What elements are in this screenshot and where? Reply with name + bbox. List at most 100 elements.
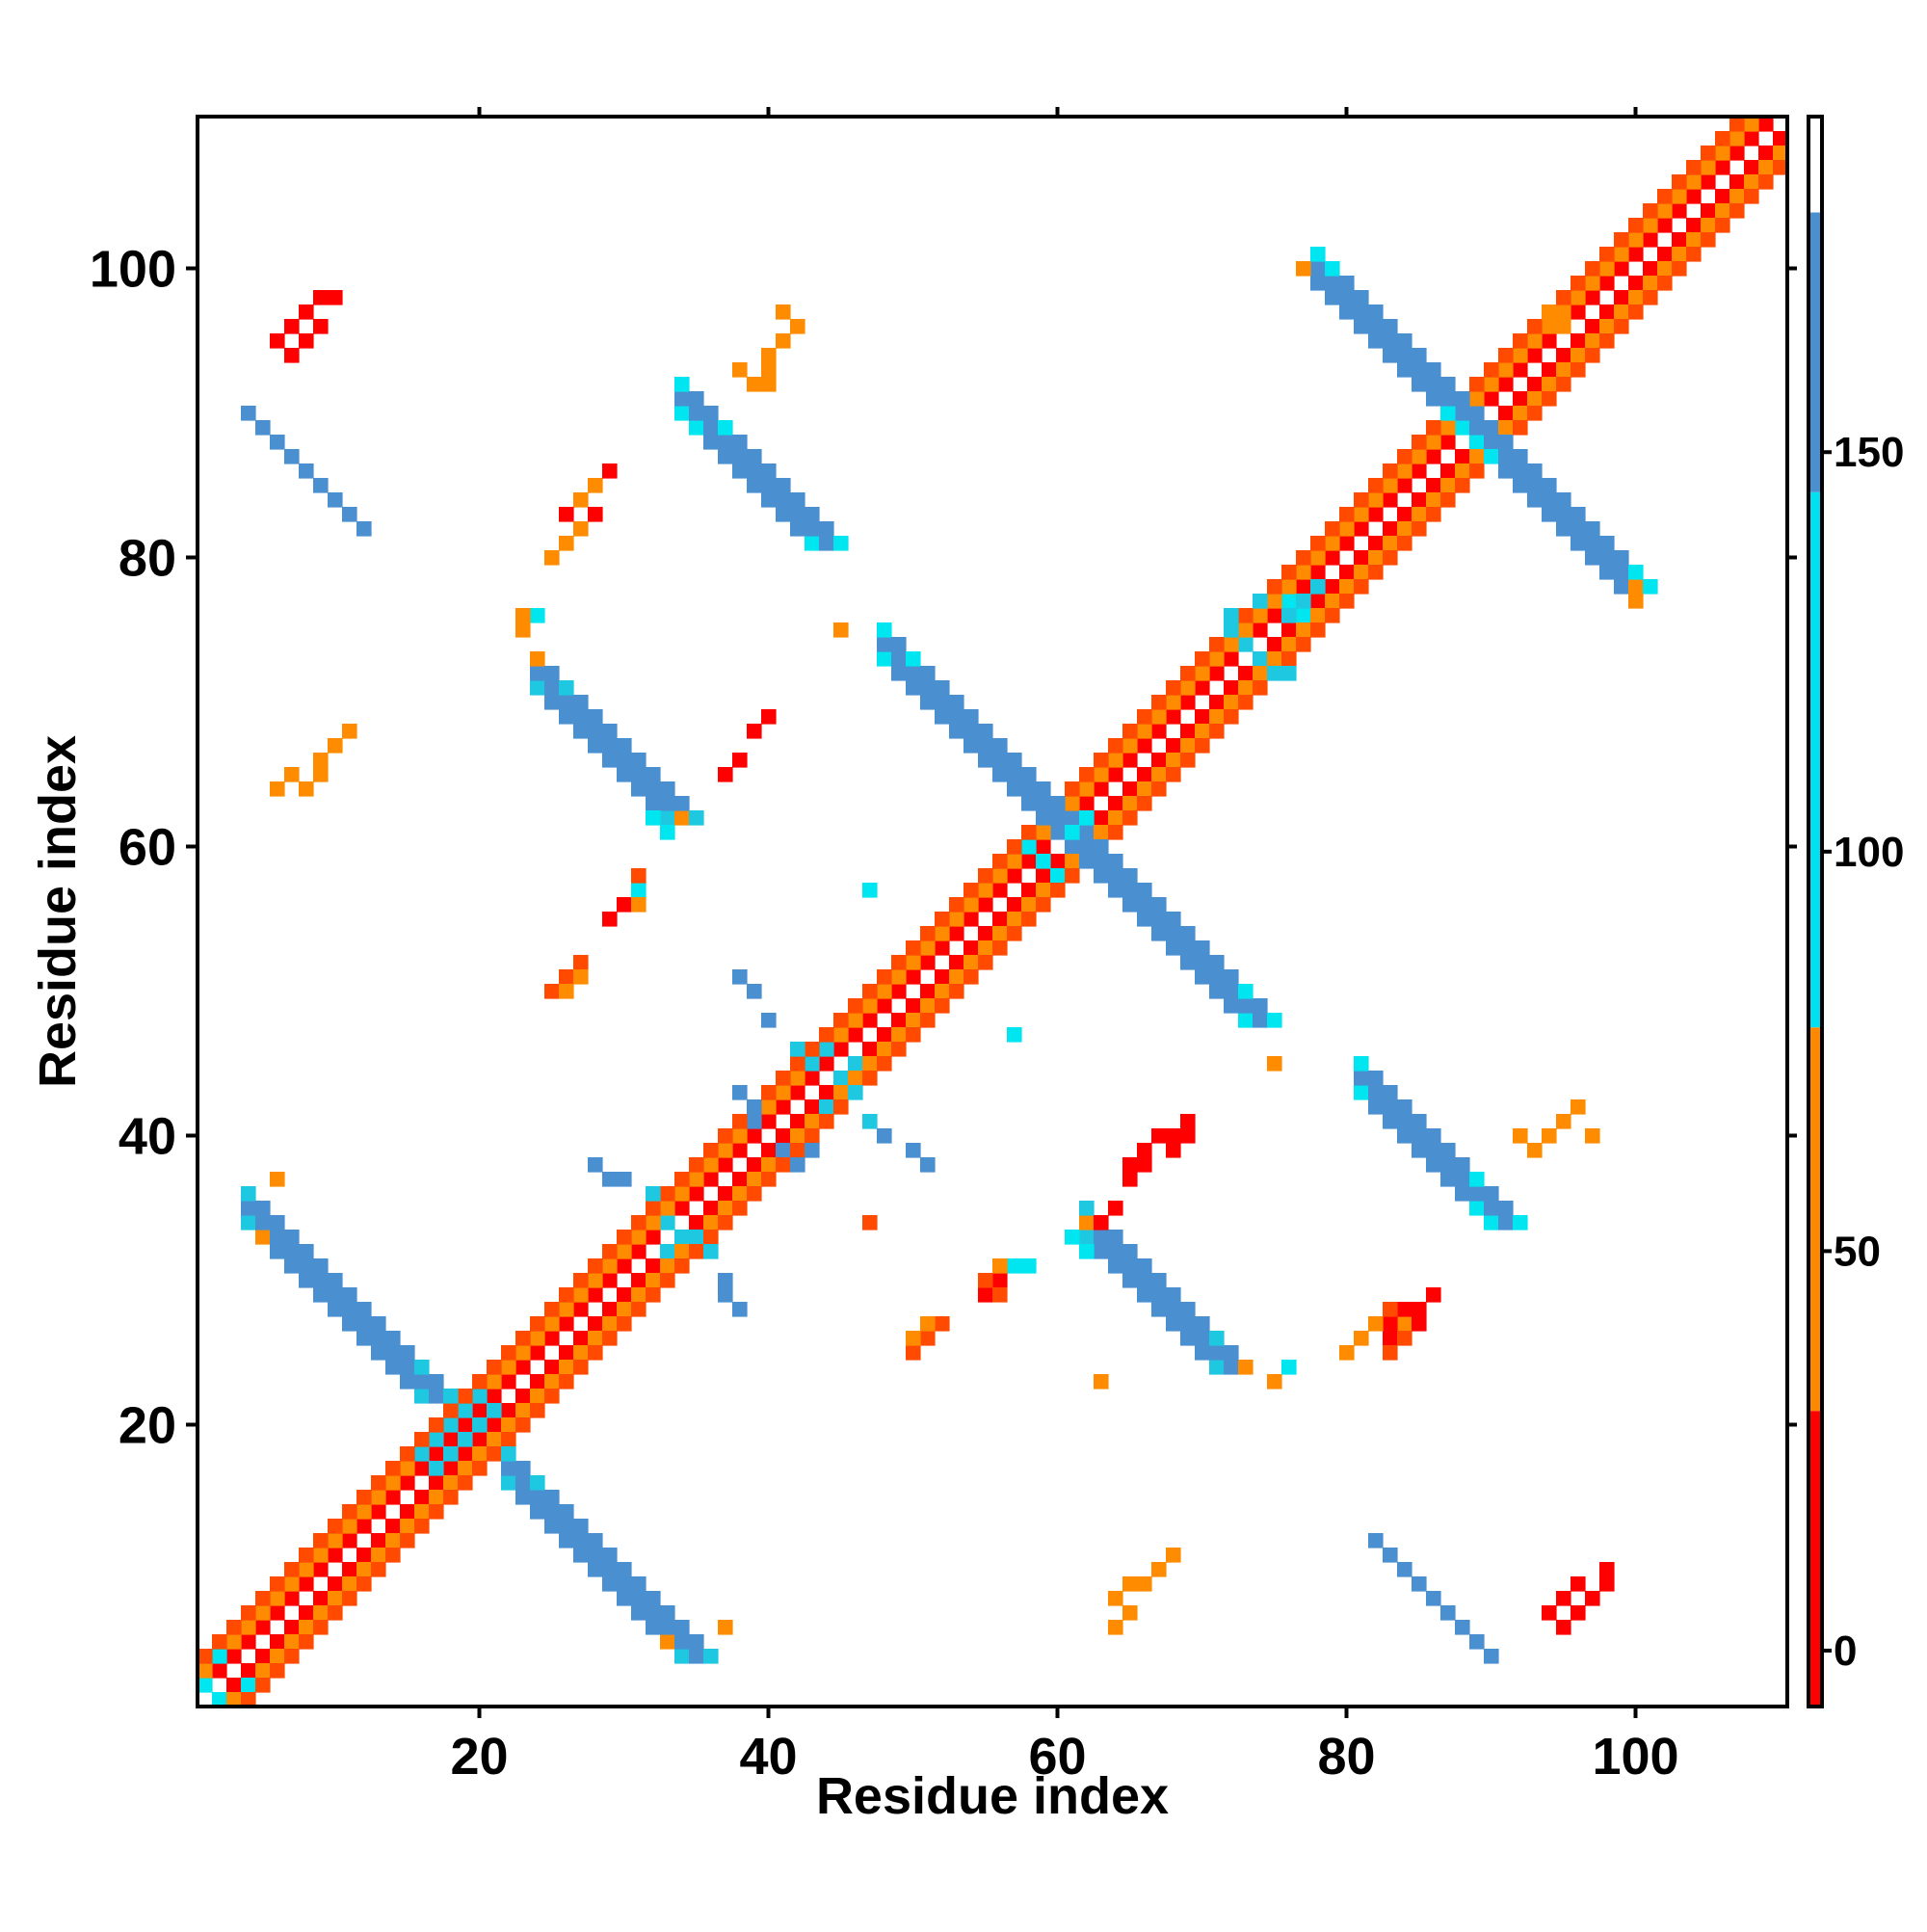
- heatmap-cell: [400, 1374, 415, 1389]
- colorbar-band: [1808, 1411, 1822, 1707]
- heatmap-cell: [1383, 1345, 1398, 1361]
- heatmap-cell: [992, 854, 1008, 869]
- heatmap-cell: [1209, 666, 1225, 681]
- heatmap-cell: [328, 1591, 343, 1606]
- heatmap-cell: [544, 1504, 560, 1520]
- heatmap-cell: [1440, 391, 1456, 407]
- heatmap-cell: [920, 695, 936, 710]
- heatmap-cell: [1238, 680, 1254, 696]
- heatmap-cell: [1397, 1316, 1412, 1332]
- heatmap-cell: [573, 1519, 589, 1534]
- heatmap-cell: [198, 1663, 213, 1679]
- heatmap-cell: [1614, 261, 1629, 277]
- heatmap-cell: [920, 984, 936, 999]
- heatmap-cell: [689, 1634, 704, 1650]
- heatmap-cell: [1469, 1201, 1485, 1216]
- heatmap-cell: [1383, 550, 1398, 566]
- heatmap-cell: [935, 926, 950, 941]
- heatmap-cell: [1412, 362, 1427, 378]
- heatmap-cell: [1469, 377, 1485, 392]
- heatmap-cell: [255, 1215, 271, 1231]
- heatmap-cell: [1021, 897, 1037, 913]
- heatmap-cell: [1209, 955, 1225, 970]
- heatmap-cell: [1065, 810, 1080, 826]
- heatmap-cell: [790, 1114, 805, 1129]
- heatmap-cell: [935, 940, 950, 956]
- heatmap-cell: [1325, 579, 1340, 595]
- heatmap-cell: [342, 1562, 357, 1577]
- heatmap-cell: [487, 1417, 502, 1433]
- heatmap-cell: [906, 680, 921, 696]
- heatmap-cell: [328, 1273, 343, 1288]
- heatmap-cell: [1325, 608, 1340, 623]
- heatmap-cell: [920, 998, 936, 1014]
- heatmap-cell: [891, 1027, 907, 1043]
- heatmap-cell: [1296, 565, 1311, 580]
- heatmap-cell: [992, 912, 1008, 927]
- heatmap-cell: [1585, 276, 1600, 291]
- heatmap-cell: [284, 1244, 300, 1259]
- heatmap-cell: [1310, 565, 1326, 580]
- heatmap-cell: [1325, 594, 1340, 609]
- heatmap-cell: [1498, 348, 1514, 363]
- heatmap-cell: [949, 912, 964, 927]
- heatmap-cell: [559, 1287, 574, 1303]
- heatmap-cell: [819, 1056, 834, 1072]
- heatmap-cell: [487, 1360, 502, 1375]
- heatmap-cell: [342, 1302, 357, 1317]
- heatmap-cell: [1253, 998, 1268, 1014]
- heatmap-cell: [906, 955, 921, 970]
- heatmap-cell: [1310, 622, 1326, 638]
- heatmap-cell: [270, 1634, 285, 1650]
- heatmap-cell: [1094, 839, 1109, 855]
- heatmap-cell: [891, 666, 907, 681]
- heatmap-cell: [732, 463, 748, 479]
- heatmap-cell: [617, 1230, 632, 1245]
- heatmap-cell: [617, 897, 632, 913]
- heatmap-cell: [559, 1519, 574, 1534]
- heatmap-cell: [1209, 1345, 1225, 1361]
- heatmap-cell: [660, 1215, 675, 1231]
- heatmap-cell: [790, 319, 805, 334]
- heatmap-cell: [1137, 1287, 1152, 1303]
- heatmap-cell: [602, 724, 618, 739]
- heatmap-cell: [805, 536, 820, 551]
- y-tick-label: 100: [90, 241, 176, 299]
- heatmap-cell: [1412, 449, 1427, 464]
- heatmap-cell: [299, 1244, 314, 1259]
- heatmap-cell: [1079, 839, 1095, 855]
- heatmap-cell: [747, 478, 762, 493]
- heatmap-cell: [891, 651, 907, 667]
- heatmap-cell: [1455, 406, 1470, 421]
- colorbar-frame: [1807, 115, 1824, 1708]
- heatmap-cell: [1484, 377, 1499, 392]
- heatmap-cell: [1672, 261, 1687, 277]
- heatmap-cell: [1527, 391, 1543, 407]
- heatmap-cell: [718, 420, 733, 436]
- heatmap-cell: [429, 1374, 444, 1389]
- heatmap-cell: [631, 1244, 647, 1259]
- heatmap-cell: [689, 1244, 704, 1259]
- heatmap-cell: [1339, 579, 1355, 595]
- heatmap-cell: [646, 1591, 661, 1606]
- heatmap-cell: [1571, 290, 1586, 305]
- heatmap-cell: [1079, 796, 1095, 811]
- heatmap-cell: [1094, 1244, 1109, 1259]
- heatmap-cell: [718, 1287, 733, 1303]
- heatmap-cell: [472, 1461, 488, 1476]
- heatmap-cell: [718, 449, 733, 464]
- heatmap-cell: [1628, 579, 1644, 595]
- heatmap-cell: [1195, 709, 1210, 725]
- heatmap-cell: [1354, 1331, 1369, 1346]
- x-tick-label: 100: [1592, 1728, 1678, 1786]
- heatmap-cell: [559, 680, 574, 696]
- heatmap-cell: [530, 1331, 545, 1346]
- heatmap-cell: [1368, 1316, 1384, 1332]
- heatmap-cell: [689, 1172, 704, 1187]
- heatmap-cell: [1180, 955, 1196, 970]
- heatmap-cell: [790, 521, 805, 537]
- heatmap-cell: [819, 1027, 834, 1043]
- heatmap-cell: [1599, 333, 1615, 349]
- heatmap-cell: [631, 868, 647, 884]
- heatmap-cell: [515, 1490, 531, 1505]
